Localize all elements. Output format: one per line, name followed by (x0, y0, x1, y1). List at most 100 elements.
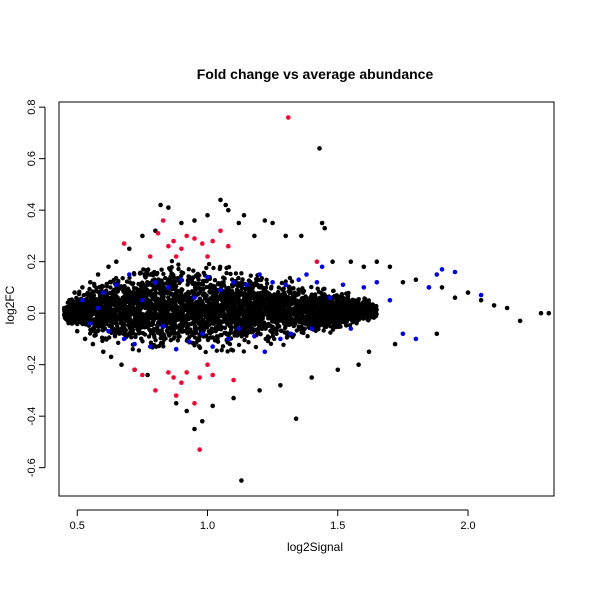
band-point (240, 281, 246, 286)
data-point (231, 395, 236, 401)
band-point (232, 333, 237, 338)
band-point (317, 310, 322, 315)
data-point (166, 205, 171, 210)
data-point (356, 362, 361, 368)
band-point (233, 328, 238, 334)
band-point (74, 296, 80, 301)
band-point (103, 315, 109, 320)
axes: 0.5 1.0 1.5 2.0 -0.6 -0.4 -0.2 0.0 0.2 0.4 0.6 0.8 (26, 100, 555, 532)
band-point (215, 339, 221, 344)
band-point (154, 272, 159, 277)
band-point (197, 286, 203, 291)
band-point (223, 293, 228, 299)
band-point (107, 323, 112, 328)
band-point (100, 324, 106, 329)
band-point (159, 312, 165, 317)
band-point (345, 293, 351, 299)
band-point (142, 325, 147, 330)
data-point (72, 290, 77, 295)
band-point (201, 291, 207, 296)
data-point (210, 372, 215, 378)
band-point (207, 285, 212, 290)
data-point (226, 207, 231, 213)
band-point (102, 312, 107, 317)
band-point (217, 282, 223, 287)
band-point (215, 336, 220, 341)
band-point (171, 298, 176, 303)
band-point (138, 270, 143, 275)
band-point (169, 259, 175, 264)
data-point (158, 202, 163, 208)
data-point (465, 290, 471, 295)
band-point (120, 302, 126, 307)
band-point (99, 283, 105, 289)
band-point (278, 304, 284, 310)
band-point (147, 327, 152, 332)
band-point (194, 326, 199, 331)
band-point (120, 307, 125, 312)
band-point (153, 297, 159, 302)
band-point (282, 301, 288, 306)
band-point (267, 314, 272, 320)
band-point (239, 319, 244, 324)
band-point (282, 325, 288, 331)
band-point (151, 328, 157, 333)
band-point (146, 334, 152, 339)
band-point (258, 322, 263, 327)
band-point (128, 291, 134, 296)
band-point (166, 297, 172, 302)
band-point (192, 335, 198, 340)
band-point (152, 315, 158, 321)
band-point (177, 296, 182, 301)
band-point (108, 285, 113, 290)
band-point (92, 323, 97, 328)
band-point (136, 281, 141, 287)
band-point (190, 280, 195, 285)
data-point (197, 447, 202, 452)
data-point (82, 336, 88, 342)
data-point (400, 280, 406, 285)
band-point (374, 311, 379, 317)
band-point (196, 291, 201, 296)
band-point (315, 286, 320, 291)
band-point (211, 265, 216, 271)
data-point (187, 339, 192, 344)
data-point (210, 344, 215, 349)
data-point (67, 298, 72, 303)
band-point (351, 304, 356, 309)
band-point (205, 314, 210, 319)
band-point (227, 304, 233, 309)
band-point (299, 329, 304, 334)
data-point (140, 298, 145, 303)
band-point (212, 278, 218, 283)
band-point (244, 292, 249, 297)
data-point (179, 277, 184, 283)
band-point (103, 319, 109, 325)
band-point (148, 340, 154, 345)
series-2 (121, 115, 320, 452)
band-point (201, 287, 206, 292)
band-point (304, 297, 309, 302)
data-point (374, 280, 380, 285)
band-point (220, 344, 226, 349)
data-point (309, 375, 315, 380)
data-point (147, 254, 153, 259)
band-point (146, 299, 151, 304)
band-point (365, 317, 370, 322)
band-point (282, 295, 287, 300)
band-point (218, 303, 223, 308)
band-point (154, 344, 159, 349)
band-point (140, 304, 145, 310)
band-point (172, 278, 177, 284)
band-point (159, 283, 164, 288)
band-point (279, 328, 284, 333)
data-point (121, 336, 127, 342)
x-tick-label: 1.5 (330, 520, 345, 532)
band-point (277, 324, 282, 329)
data-point (286, 115, 291, 120)
data-point (160, 323, 166, 329)
data-point (226, 336, 231, 342)
data-point (296, 277, 302, 283)
data-point (145, 372, 150, 378)
band-point (322, 286, 327, 291)
